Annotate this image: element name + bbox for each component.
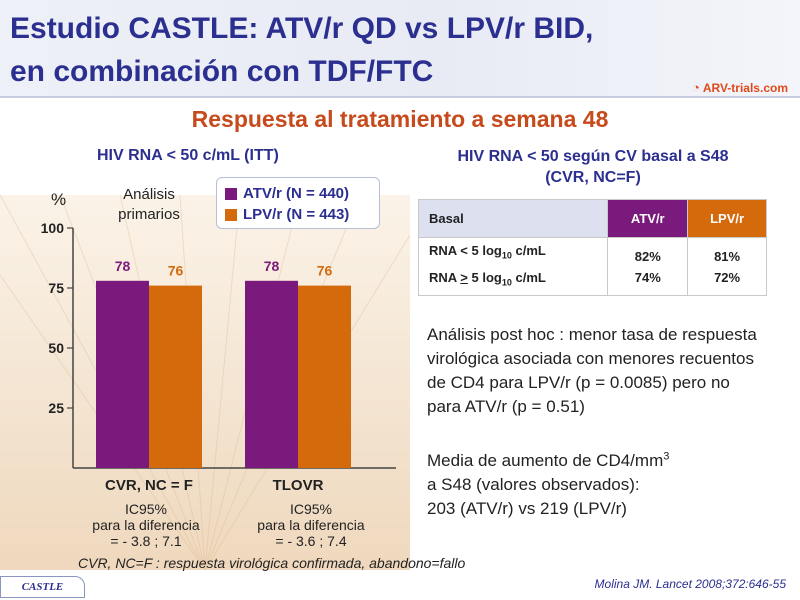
bar xyxy=(96,280,149,468)
bar xyxy=(149,285,202,468)
cd4-line2: a S48 (valores observados): xyxy=(427,475,640,494)
table-cell-atv: 82% 74% xyxy=(607,237,689,296)
table-cell-lpv: 81% 72% xyxy=(687,237,767,296)
cd4-text: Media de aumento de CD4/mm3 a S48 (valor… xyxy=(427,449,757,521)
ci-heading: IC95% xyxy=(124,501,168,517)
y-tick-label: 75 xyxy=(48,280,64,296)
table-header-atv: ATV/r xyxy=(607,199,689,238)
atv-value-high: 74% xyxy=(634,269,661,285)
row-label-low: RNA < 5 log10 c/mL xyxy=(429,242,546,261)
header-band: Estudio CASTLE: ATV/r QD vs LPV/r BID, e… xyxy=(0,0,800,98)
y-tick-label: 25 xyxy=(48,400,64,416)
slide-subtitle: Respuesta al tratamiento a semana 48 xyxy=(191,106,609,132)
table-title-line2: (CVR, NC=F) xyxy=(545,169,641,186)
table-title-line1: HIV RNA < 50 según CV basal a S48 xyxy=(457,148,729,165)
primary-analysis-label: Análisis primarios xyxy=(112,185,186,225)
citation: Molina JM. Lancet 2008;372:646-55 xyxy=(594,577,786,591)
y-axis-label: % xyxy=(51,190,67,209)
legend-label-atv: ATV/r (N = 440) xyxy=(243,185,350,202)
ci-block-cvr: IC95% para la diferencia = - 3.8 ; 7.1 xyxy=(76,501,216,549)
ci-value: = - 3.8 ; 7.1 xyxy=(110,533,182,549)
ci-block-tlovr: IC95% para la diferencia = - 3.6 ; 7.4 xyxy=(241,501,381,549)
legend-swatch-lpv xyxy=(225,208,237,221)
baseline-table: Basal ATV/r LPV/r RNA < 5 log10 c/mL RNA… xyxy=(417,199,767,296)
bar xyxy=(245,280,298,468)
chart-legend: ATV/r (N = 440) LPV/r (N = 443) xyxy=(216,177,380,229)
table-row: RNA < 5 log10 c/mL RNA > 5 log10 c/mL 82… xyxy=(417,237,767,296)
lpv-value-low: 81% xyxy=(714,248,741,264)
ci-subheading: para la diferencia xyxy=(257,517,365,533)
bar-value-label: 78 xyxy=(115,258,131,274)
ci-heading: IC95% xyxy=(289,501,333,517)
legend-swatch-atv xyxy=(225,187,237,200)
ci-subheading: para la diferencia xyxy=(92,517,200,533)
primary-analysis-line2: primarios xyxy=(118,206,180,223)
table-header-lpv: LPV/r xyxy=(687,199,767,238)
bar-value-label: 78 xyxy=(264,258,280,274)
legend-item-lpv: LPV/r (N = 443) xyxy=(225,204,371,225)
table-header-basal: Basal xyxy=(417,199,609,238)
brand-logo: ◔ ARV-trials.com xyxy=(692,80,788,95)
bar-value-label: 76 xyxy=(168,263,184,279)
lpv-value-high: 72% xyxy=(714,269,741,285)
y-tick-label: 100 xyxy=(41,220,65,236)
ci-value: = - 3.6 ; 7.4 xyxy=(275,533,347,549)
bar xyxy=(298,285,351,468)
footnote: CVR, NC=F : respuesta virológica confirm… xyxy=(78,555,466,571)
castle-tag: CASTLE xyxy=(0,576,85,598)
cd4-line3: 203 (ATV/r) vs 219 (LPV/r) xyxy=(427,499,627,518)
slide-title-line2: en combinación con TDF/FTC xyxy=(10,55,434,88)
bar-value-label: 76 xyxy=(317,263,333,279)
legend-item-atv: ATV/r (N = 440) xyxy=(225,183,371,204)
x-category-label: TLOVR xyxy=(273,477,324,494)
chart-title: HIV RNA < 50 c/mL (ITT) xyxy=(97,147,279,164)
bar-chart: 25 50 75 100 78 76 CVR, NC = F 78 76 TLOVR xyxy=(41,220,396,494)
brand-text: ARV-trials.com xyxy=(702,80,788,95)
table-header-row: Basal ATV/r LPV/r xyxy=(417,199,767,238)
row-label-high: RNA > 5 log10 c/mL xyxy=(429,269,546,288)
posthoc-text: Análisis post hoc : menor tasa de respue… xyxy=(427,325,757,416)
y-tick-label: 50 xyxy=(48,340,64,356)
table-cell-basal: RNA < 5 log10 c/mL RNA > 5 log10 c/mL xyxy=(417,237,609,296)
swirl-icon: ◔ xyxy=(691,80,700,95)
atv-value-low: 82% xyxy=(634,248,661,264)
cd4-line1: Media de aumento de CD4/mm3 xyxy=(427,450,670,470)
slide-title-line1: Estudio CASTLE: ATV/r QD vs LPV/r BID, xyxy=(10,12,594,45)
legend-label-lpv: LPV/r (N = 443) xyxy=(243,206,350,223)
x-category-label: CVR, NC = F xyxy=(105,477,193,494)
primary-analysis-line1: Análisis xyxy=(123,186,175,203)
table-title: HIV RNA < 50 según CV basal a S48 (CVR, … xyxy=(418,146,768,188)
